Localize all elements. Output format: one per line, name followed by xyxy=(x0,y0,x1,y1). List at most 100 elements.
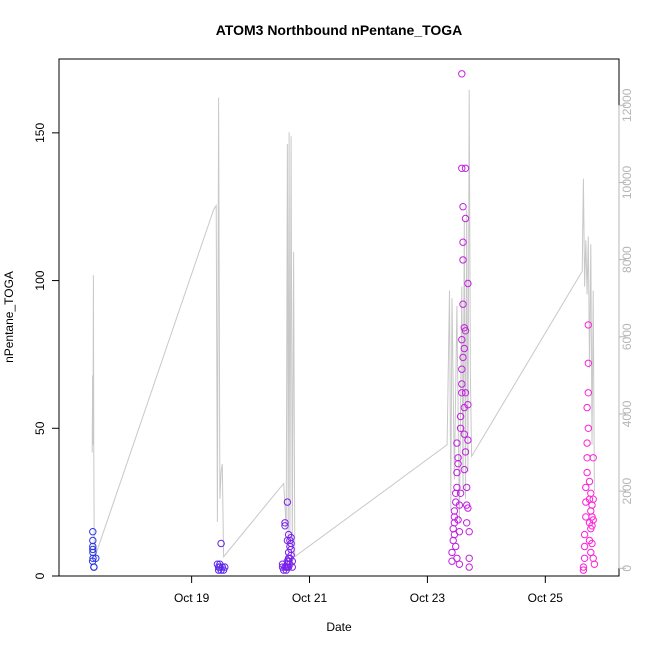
secondary-y-tick-label: 8000 xyxy=(620,246,634,273)
data-point xyxy=(464,401,472,409)
data-point xyxy=(580,542,589,551)
data-point xyxy=(459,238,467,246)
data-point xyxy=(281,522,289,530)
data-point xyxy=(579,566,588,574)
chart-title: ATOM3 Northbound nPentane_TOGA xyxy=(216,22,463,38)
y-axis-label: nPentane_TOGA xyxy=(2,271,16,363)
plot-frame xyxy=(58,58,620,577)
data-point xyxy=(281,519,289,527)
data-point xyxy=(458,336,466,344)
data-point xyxy=(589,554,597,562)
axes-layer: Oct 19 Oct 21 Oct 23 Oct 25 0 50 100 150 0 2000 40… xyxy=(33,88,634,605)
data-point xyxy=(579,563,588,571)
secondary-y-tick-label: 4000 xyxy=(620,400,634,427)
y-tick-label: 100 xyxy=(33,270,47,290)
data-point xyxy=(456,489,465,497)
data-point xyxy=(459,353,467,362)
data-point xyxy=(461,448,470,456)
data-point xyxy=(453,468,461,477)
data-point xyxy=(463,483,471,492)
data-point xyxy=(460,465,468,474)
data-point xyxy=(589,495,597,503)
data-point xyxy=(461,164,470,173)
secondary-y-tick-label: 0 xyxy=(620,565,634,572)
data-point xyxy=(454,454,462,462)
data-point xyxy=(582,513,590,521)
y-tick-label: 0 xyxy=(33,572,47,579)
data-point xyxy=(452,542,460,551)
data-point xyxy=(89,536,97,545)
y-tick-label: 150 xyxy=(33,123,47,143)
data-point xyxy=(92,554,100,562)
data-point xyxy=(90,563,98,571)
data-point xyxy=(588,501,596,509)
x-tick-label: Oct 25 xyxy=(528,591,564,605)
data-point xyxy=(89,545,97,554)
data-point xyxy=(465,563,473,571)
data-point xyxy=(465,554,473,562)
data-point xyxy=(448,548,456,557)
data-point xyxy=(582,483,590,492)
altitude-trace-layer xyxy=(91,89,595,559)
data-point xyxy=(588,539,596,548)
data-point xyxy=(460,430,468,438)
data-point xyxy=(464,504,472,512)
data-point xyxy=(461,214,470,223)
y-tick-label: 50 xyxy=(33,421,47,435)
data-point xyxy=(288,563,296,571)
data-point xyxy=(458,389,466,397)
x-tick-label: Oct 19 xyxy=(174,591,210,605)
data-point xyxy=(458,380,466,388)
data-point xyxy=(89,528,97,536)
data-point xyxy=(464,436,472,444)
data-point xyxy=(589,454,597,462)
data-point xyxy=(583,468,591,477)
secondary-y-tick-label: 12000 xyxy=(620,88,634,122)
data-point xyxy=(583,439,591,447)
data-point xyxy=(458,365,466,373)
data-point xyxy=(584,359,592,367)
data-point xyxy=(465,528,473,536)
data-point xyxy=(89,554,97,562)
data-point xyxy=(221,563,229,571)
data-point xyxy=(589,516,597,524)
data-point xyxy=(456,412,465,421)
data-point xyxy=(583,403,591,412)
data-point xyxy=(459,203,467,211)
data-point xyxy=(584,424,592,432)
data-point xyxy=(453,483,461,492)
data-point xyxy=(587,507,595,515)
secondary-y-tick-label: 10000 xyxy=(620,165,634,199)
data-point xyxy=(456,424,465,432)
data-point xyxy=(287,545,295,554)
data-point xyxy=(449,525,457,533)
data-point xyxy=(454,516,462,524)
data-point xyxy=(585,477,594,486)
data-point xyxy=(217,539,225,548)
data-point xyxy=(455,560,464,568)
x-tick-label: Oct 23 xyxy=(410,591,446,605)
altitude-trace-line xyxy=(91,89,595,559)
data-point xyxy=(458,70,466,78)
data-point xyxy=(450,507,459,515)
x-axis-label: Date xyxy=(326,620,352,634)
data-point xyxy=(580,530,589,539)
secondary-y-tick-label: 6000 xyxy=(620,323,634,350)
data-point xyxy=(288,557,296,565)
data-point xyxy=(455,528,464,536)
data-point xyxy=(461,327,470,335)
data-point xyxy=(459,300,467,308)
data-point xyxy=(458,164,466,173)
data-point xyxy=(455,501,464,509)
secondary-y-tick-label: 2000 xyxy=(620,477,634,504)
data-point xyxy=(460,344,468,353)
data-point xyxy=(283,498,292,506)
data-point xyxy=(459,256,467,264)
data-point xyxy=(464,279,472,288)
data-point xyxy=(590,560,599,568)
x-tick-label: Oct 21 xyxy=(292,591,328,605)
data-point xyxy=(584,321,592,329)
data-point xyxy=(449,536,457,545)
